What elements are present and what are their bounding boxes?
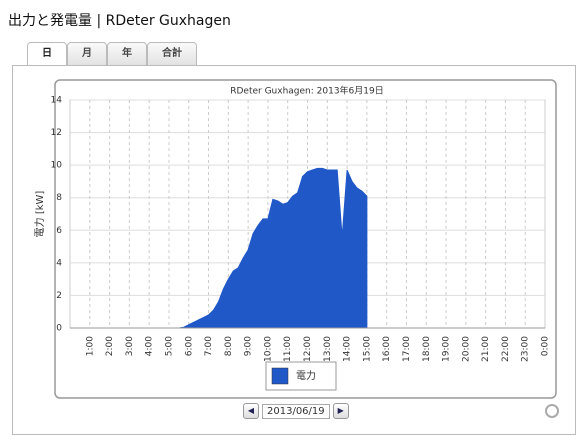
x-tick-label: 7:00 (204, 336, 214, 356)
legend-swatch (271, 367, 289, 385)
tab[interactable]: 合計 (147, 42, 197, 65)
x-tick-label: 22:00 (501, 336, 511, 362)
legend-label: 電力 (296, 369, 316, 382)
x-tick-label: 8:00 (224, 336, 234, 356)
x-tick-label: 17:00 (402, 336, 412, 362)
tab[interactable]: 月 (67, 42, 107, 65)
tab[interactable]: 年 (107, 42, 147, 65)
x-tick-label: 12:00 (303, 336, 313, 362)
x-tick-label: 0:00 (541, 336, 551, 356)
settings-icon[interactable] (545, 404, 559, 418)
y-tick-label: 4 (56, 258, 62, 268)
y-tick-label: 0 (56, 324, 62, 334)
x-tick-label: 2:00 (105, 336, 115, 356)
x-tick-label: 6:00 (184, 336, 194, 356)
y-axis-label: 電力 [kW] (33, 191, 46, 238)
x-tick-label: 20:00 (461, 336, 471, 362)
x-tick-label: 16:00 (382, 336, 392, 362)
y-tick-label: 8 (56, 193, 62, 203)
chart-title: RDeter Guxhagen: 2013年6月19日 (230, 85, 384, 97)
x-tick-label: 19:00 (442, 336, 452, 362)
y-tick-label: 2 (56, 291, 62, 301)
y-tick-label: 12 (51, 128, 62, 138)
x-tick-label: 11:00 (283, 336, 293, 362)
area (70, 167, 368, 329)
x-tick-label: 14:00 (343, 336, 353, 362)
x-tick-label: 1:00 (85, 336, 95, 356)
page-title: 出力と発電量 | RDeter Guxhagen (8, 13, 231, 29)
x-tick-label: 15:00 (362, 336, 372, 362)
x-tick-label: 18:00 (422, 336, 432, 362)
date-field[interactable]: 2013/06/19 (262, 403, 330, 419)
date-nav: ◀ 2013/06/19 ▶ (243, 403, 349, 419)
tab[interactable]: 日 (27, 42, 67, 67)
x-tick-label: 23:00 (521, 336, 531, 362)
x-tick-label: 21:00 (481, 336, 491, 362)
prev-button[interactable]: ◀ (243, 403, 259, 419)
x-tick-label: 13:00 (323, 336, 333, 362)
y-tick-label: 14 (51, 96, 63, 106)
next-button[interactable]: ▶ (332, 403, 349, 419)
x-tick-label: 3:00 (125, 336, 135, 356)
y-tick-label: 10 (51, 161, 63, 171)
x-tick-label: 10:00 (263, 336, 273, 362)
y-tick-label: 6 (56, 226, 62, 236)
x-tick-label: 5:00 (164, 336, 174, 356)
x-tick-label: 4:00 (145, 336, 155, 356)
x-tick-label: 9:00 (244, 336, 254, 356)
